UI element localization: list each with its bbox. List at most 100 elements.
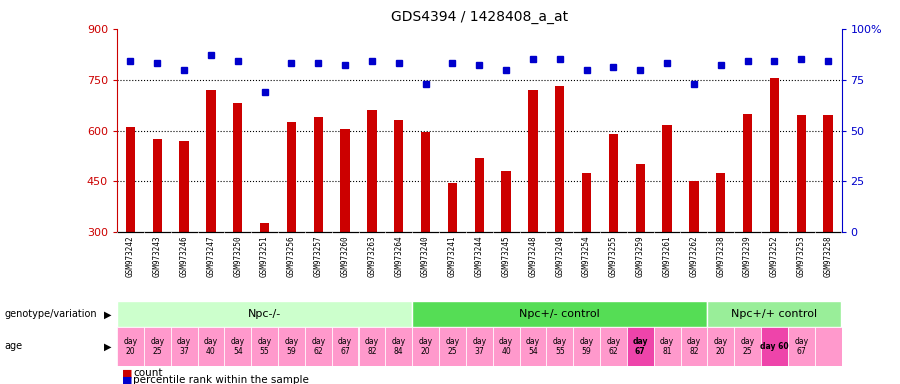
- Bar: [171, 327, 197, 366]
- Bar: [600, 327, 626, 366]
- Text: day
55: day 55: [257, 337, 272, 356]
- Text: GSM973240: GSM973240: [421, 236, 430, 277]
- Bar: [582, 173, 591, 232]
- Bar: [278, 327, 305, 366]
- Text: ■: ■: [122, 375, 132, 384]
- Bar: [224, 327, 251, 366]
- Text: Npc+/+ control: Npc+/+ control: [732, 309, 817, 319]
- Text: GSM973243: GSM973243: [153, 236, 162, 277]
- Text: genotype/variation: genotype/variation: [4, 309, 97, 319]
- Bar: [421, 132, 430, 232]
- Bar: [519, 327, 546, 366]
- Text: day
82: day 82: [364, 337, 379, 356]
- Bar: [233, 103, 242, 232]
- Text: day 60: day 60: [760, 342, 788, 351]
- Bar: [394, 120, 403, 232]
- Text: day
25: day 25: [446, 337, 460, 356]
- Text: GSM973244: GSM973244: [475, 236, 484, 277]
- Text: day
81: day 81: [660, 337, 674, 356]
- Text: day
40: day 40: [499, 337, 513, 356]
- Text: GSM973263: GSM973263: [367, 236, 376, 277]
- Text: GSM973264: GSM973264: [394, 236, 403, 277]
- Bar: [305, 327, 332, 366]
- Text: day
25: day 25: [741, 337, 754, 356]
- Bar: [742, 114, 752, 232]
- Text: Npc+/- control: Npc+/- control: [519, 309, 600, 319]
- Bar: [492, 327, 519, 366]
- Bar: [197, 327, 224, 366]
- Text: ▶: ▶: [104, 341, 111, 351]
- Bar: [761, 327, 788, 366]
- Bar: [814, 327, 842, 366]
- Text: GSM973238: GSM973238: [716, 236, 725, 277]
- Text: day
67: day 67: [794, 337, 808, 356]
- Text: day
62: day 62: [311, 337, 325, 356]
- Text: GSM973242: GSM973242: [126, 236, 135, 277]
- Bar: [260, 223, 269, 232]
- Text: GSM973253: GSM973253: [796, 236, 806, 277]
- Text: GSM973262: GSM973262: [689, 236, 698, 277]
- Text: GSM973257: GSM973257: [314, 236, 323, 277]
- Bar: [528, 90, 537, 232]
- Text: day
54: day 54: [526, 337, 540, 356]
- Text: count: count: [133, 368, 163, 378]
- Bar: [662, 126, 671, 232]
- Text: GSM973260: GSM973260: [340, 236, 349, 277]
- Bar: [367, 110, 376, 232]
- Text: GSM973245: GSM973245: [501, 236, 510, 277]
- Text: GSM973249: GSM973249: [555, 236, 564, 277]
- Text: GSM973255: GSM973255: [609, 236, 618, 277]
- Bar: [734, 327, 761, 366]
- Text: day
59: day 59: [580, 337, 594, 356]
- Text: day
67: day 67: [633, 337, 648, 356]
- Bar: [251, 327, 278, 366]
- Bar: [313, 117, 323, 232]
- Bar: [474, 158, 484, 232]
- Bar: [358, 327, 385, 366]
- Text: GSM973241: GSM973241: [448, 236, 457, 277]
- Text: GSM973252: GSM973252: [770, 236, 778, 277]
- Bar: [501, 171, 511, 232]
- Bar: [716, 173, 725, 232]
- Bar: [412, 301, 707, 327]
- Bar: [153, 139, 162, 232]
- Bar: [340, 129, 350, 232]
- Bar: [788, 327, 814, 366]
- Text: day
37: day 37: [472, 337, 486, 356]
- Bar: [206, 90, 216, 232]
- Bar: [680, 327, 707, 366]
- Bar: [144, 327, 171, 366]
- Text: ▶: ▶: [104, 309, 111, 319]
- Text: GSM973251: GSM973251: [260, 236, 269, 277]
- Text: day
55: day 55: [553, 337, 567, 356]
- Bar: [626, 327, 653, 366]
- Bar: [824, 115, 832, 232]
- Bar: [770, 78, 779, 232]
- Bar: [707, 301, 842, 327]
- Bar: [555, 86, 564, 232]
- Text: day
84: day 84: [392, 337, 406, 356]
- Bar: [573, 327, 600, 366]
- Text: day
20: day 20: [418, 337, 433, 356]
- Bar: [447, 183, 457, 232]
- Text: day
37: day 37: [177, 337, 191, 356]
- Text: percentile rank within the sample: percentile rank within the sample: [133, 375, 309, 384]
- Text: day
40: day 40: [204, 337, 218, 356]
- Text: GSM973246: GSM973246: [180, 236, 189, 277]
- Text: age: age: [4, 341, 22, 351]
- Text: day
67: day 67: [338, 337, 352, 356]
- Bar: [126, 127, 135, 232]
- Bar: [439, 327, 466, 366]
- Text: GSM973261: GSM973261: [662, 236, 671, 277]
- Text: ■: ■: [122, 368, 132, 378]
- Text: GDS4394 / 1428408_a_at: GDS4394 / 1428408_a_at: [391, 10, 568, 23]
- Text: day
20: day 20: [123, 337, 138, 356]
- Text: day
82: day 82: [687, 337, 701, 356]
- Text: GSM973254: GSM973254: [582, 236, 591, 277]
- Text: day
62: day 62: [607, 337, 620, 356]
- Text: Npc-/-: Npc-/-: [248, 309, 281, 319]
- Bar: [412, 327, 439, 366]
- Bar: [117, 301, 412, 327]
- Bar: [707, 327, 734, 366]
- Text: GSM973259: GSM973259: [635, 236, 644, 277]
